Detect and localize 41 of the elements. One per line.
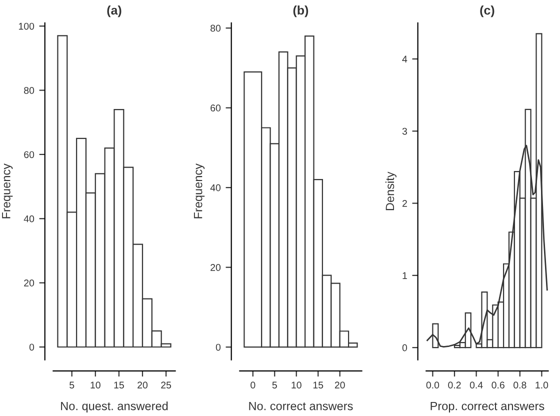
y-tick-label: 3 [402, 128, 407, 135]
y-tick-label: 4 [402, 56, 408, 62]
x-axis-title: No. quest. answered [61, 402, 168, 413]
y-tick-label: 0 [402, 344, 408, 352]
x-tick-label: 15 [114, 382, 124, 389]
x-tick-label: 1.0 [536, 382, 548, 389]
y-tick-label: 100 [18, 22, 34, 30]
y-tick-label: 60 [210, 104, 221, 112]
x-tick-label: 10 [90, 382, 100, 389]
y-tick-label: 40 [24, 215, 34, 222]
x-axis-title: No. correct answers [249, 402, 353, 410]
chart-title: (a) [107, 5, 122, 18]
y-axis-title: Density [385, 172, 396, 210]
chart-title: (b) [293, 5, 308, 18]
x-tick-label: 0.8 [514, 382, 526, 389]
y-axis-title: Frequency [194, 163, 205, 218]
x-tick-label: 15 [313, 382, 324, 389]
y-tick-label: 1 [402, 272, 407, 279]
chart-title: (c) [480, 5, 494, 18]
y-tick-label: 40 [210, 184, 221, 192]
y-tick-label: 0 [216, 344, 221, 351]
x-tick-label: 0 [250, 382, 256, 389]
y-axis-title: Frequency [2, 163, 13, 218]
y-tick-label: 80 [210, 24, 221, 32]
y-tick-label: 80 [24, 87, 34, 94]
y-tick-label: 2 [402, 200, 407, 207]
y-tick-label: 0 [29, 344, 34, 351]
x-tick-label: 10 [292, 382, 302, 389]
y-tick-label: 20 [210, 264, 221, 271]
x-tick-label: 5 [70, 382, 74, 389]
x-tick-label: 0.2 [448, 382, 461, 389]
x-tick-label: 20 [334, 382, 345, 389]
x-tick-label: 0.6 [492, 382, 504, 389]
x-tick-label: 20 [138, 382, 148, 389]
y-tick-label: 20 [24, 280, 34, 286]
x-axis-title: Prop. correct answers [430, 402, 544, 413]
x-tick-label: 5 [272, 382, 277, 389]
y-tick-label: 60 [24, 151, 34, 158]
x-tick-label: 0.4 [470, 382, 483, 389]
x-tick-label: 0.0 [426, 382, 440, 389]
x-tick-label: 25 [161, 382, 172, 389]
